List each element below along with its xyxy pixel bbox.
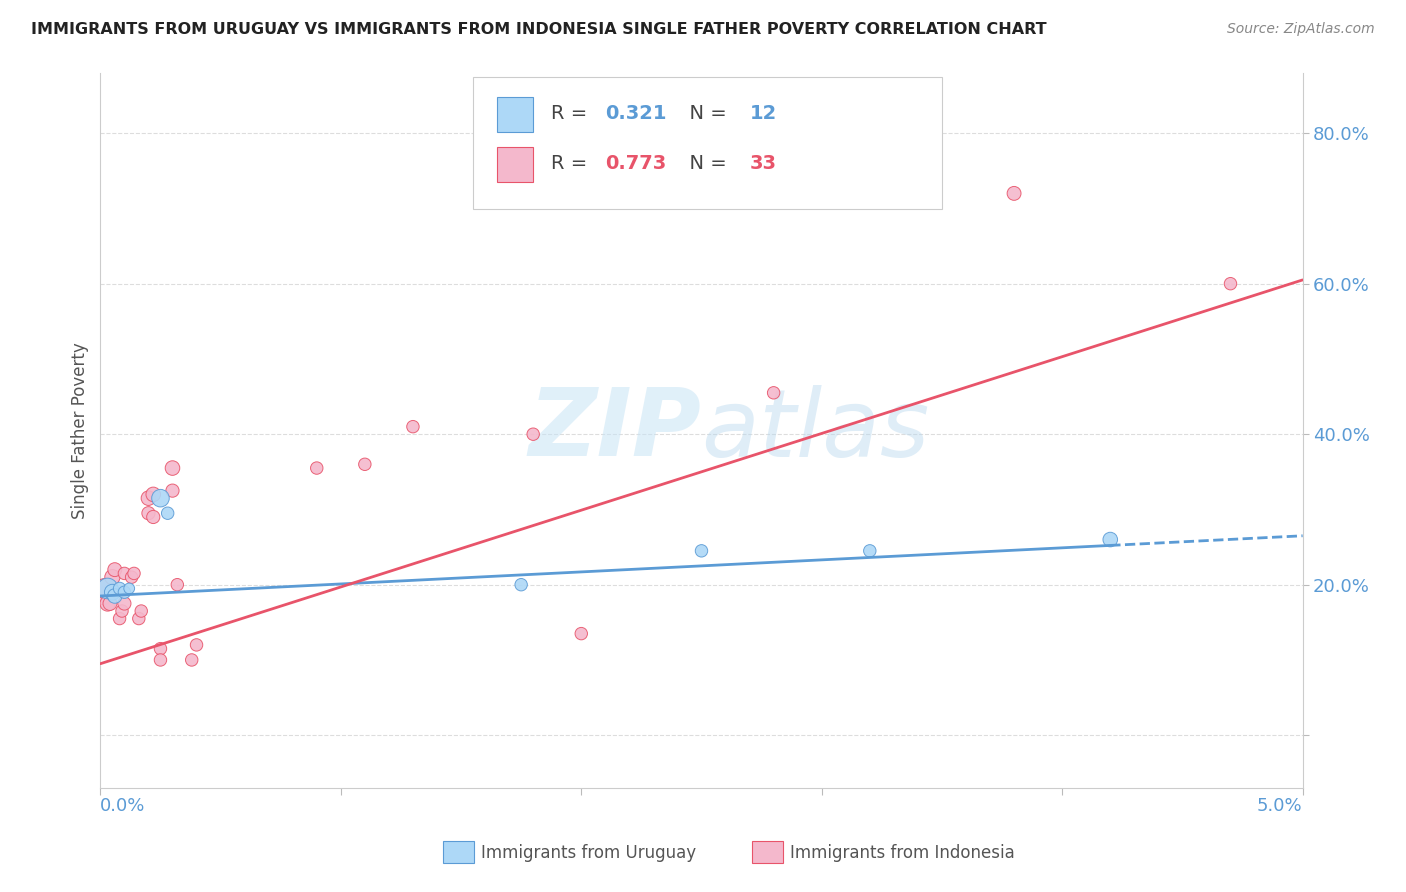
Text: N =: N = [678,154,734,173]
Point [690,544,713,558]
Point [142,487,165,501]
Text: 33: 33 [749,154,776,173]
Text: N =: N = [678,104,734,123]
Text: 5.0%: 5.0% [1257,797,1302,815]
Y-axis label: Single Father Poverty: Single Father Poverty [72,342,89,519]
Point [149,653,172,667]
Point [129,604,152,618]
Point [101,585,124,599]
Point [402,419,425,434]
Point [138,506,160,520]
Point [522,427,544,442]
Point [162,483,184,498]
Point [156,506,179,520]
Point [118,582,141,596]
Point [180,653,202,667]
Text: 0.321: 0.321 [606,104,666,123]
Point [149,491,172,505]
Text: Immigrants from Indonesia: Immigrants from Indonesia [790,844,1015,862]
FancyBboxPatch shape [498,96,533,132]
Point [101,570,124,584]
Text: 12: 12 [749,104,778,123]
Text: Source: ZipAtlas.com: Source: ZipAtlas.com [1227,22,1375,37]
FancyBboxPatch shape [472,77,942,209]
Text: IMMIGRANTS FROM URUGUAY VS IMMIGRANTS FROM INDONESIA SINGLE FATHER POVERTY CORRE: IMMIGRANTS FROM URUGUAY VS IMMIGRANTS FR… [31,22,1046,37]
Point [353,458,375,472]
Point [138,491,160,505]
Point [98,597,121,611]
Text: 0.0%: 0.0% [100,797,146,815]
Point [149,641,172,656]
Point [128,611,150,625]
Point [91,585,114,599]
Text: atlas: atlas [702,385,929,476]
Point [569,626,592,640]
Point [94,582,117,596]
Point [142,510,165,524]
Point [762,385,785,400]
Point [112,597,135,611]
Point [510,577,533,591]
Point [104,589,127,603]
Point [305,461,328,475]
Point [112,566,135,581]
Point [108,582,131,596]
Point [104,563,127,577]
Point [108,611,131,625]
Point [859,544,882,558]
Point [121,570,143,584]
Text: 0.773: 0.773 [606,154,666,173]
Point [1002,186,1025,201]
FancyBboxPatch shape [498,146,533,182]
Point [186,638,208,652]
Point [97,582,120,596]
Text: Immigrants from Uruguay: Immigrants from Uruguay [481,844,696,862]
Point [111,604,134,618]
Point [1099,533,1122,547]
Point [112,585,135,599]
Point [166,577,188,591]
Point [162,461,184,475]
Point [97,597,120,611]
Text: ZIP: ZIP [529,384,702,476]
Point [1219,277,1241,291]
Point [122,566,145,581]
Text: R =: R = [551,104,593,123]
Text: R =: R = [551,154,593,173]
